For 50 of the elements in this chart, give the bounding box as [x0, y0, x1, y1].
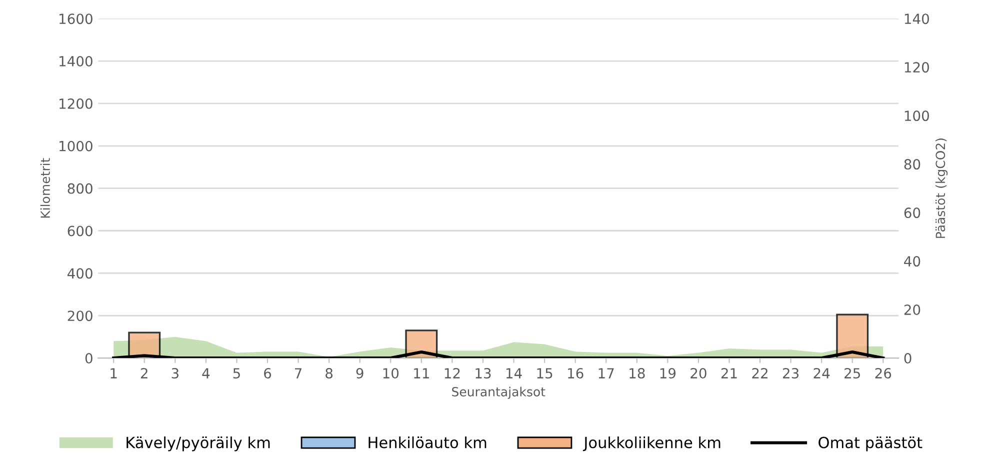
x-tick-label: 18 [630, 368, 645, 379]
y-tick-label: 800 [68, 183, 92, 194]
y2-tick-label: 80 [904, 159, 920, 170]
y2-tick-label: 120 [904, 62, 929, 73]
y-tick-label: 1000 [60, 140, 92, 152]
x-tick-label: 19 [660, 368, 676, 379]
legend-label: Omat päästöt [818, 436, 922, 452]
x-tick-label: 11 [414, 368, 429, 378]
x-tick-label: 4 [202, 368, 210, 378]
y-axis-title: Kilometrit [40, 158, 50, 218]
x-tick-label: 9 [356, 368, 364, 379]
x-tick-label: 7 [295, 368, 302, 378]
legend-label: Henkilöauto km [368, 436, 486, 448]
x-tick-label: 24 [814, 368, 830, 378]
x-tick-label: 13 [476, 368, 491, 379]
x-tick-label: 1 [110, 368, 117, 378]
x-tick-label: 14 [506, 368, 522, 378]
y2-axis-title: Päästöt (kgCO2) [935, 138, 948, 238]
legend-label: Joukkoliikenne km [582, 436, 720, 452]
x-tick-label: 8 [326, 368, 333, 379]
y-tick-label: 1600 [60, 14, 92, 24]
x-tick-label: 20 [690, 368, 706, 379]
x-tick-label: 16 [568, 368, 584, 379]
x-tick-label: 3 [172, 368, 178, 379]
x-tick-label: 6 [264, 368, 272, 379]
x-tick-label: 2 [140, 368, 148, 378]
x-tick-label: 25 [844, 368, 860, 379]
legend-label: Kävely/pyöräily km [126, 436, 270, 452]
y-tick-label: 200 [68, 310, 92, 322]
x-tick-label: 5 [233, 368, 240, 379]
y-tick-label: 400 [68, 268, 92, 279]
x-tick-label: 23 [782, 368, 799, 379]
y-tick-label: 0 [85, 353, 92, 364]
x-axis-title: Seurantajaksot [452, 386, 546, 399]
y2-tick-label: 140 [904, 14, 929, 24]
y2-tick-label: 100 [904, 110, 929, 122]
y2-tick-label: 60 [904, 208, 920, 218]
y2-tick-label: 0 [904, 353, 912, 364]
x-tick-label: 22 [752, 368, 768, 378]
y-tick-label: 600 [68, 226, 92, 236]
y-tick-label: 1200 [60, 98, 92, 109]
x-tick-label: 15 [537, 368, 552, 379]
x-tick-label: 21 [721, 368, 737, 378]
y2-tick-label: 40 [904, 256, 920, 267]
x-tick-label: 10 [383, 368, 399, 379]
x-tick-label: 12 [444, 368, 460, 378]
y2-tick-label: 20 [904, 304, 920, 316]
x-tick-label: 17 [598, 368, 614, 378]
y-tick-label: 1400 [60, 56, 92, 67]
x-tick-label: 26 [875, 368, 892, 379]
